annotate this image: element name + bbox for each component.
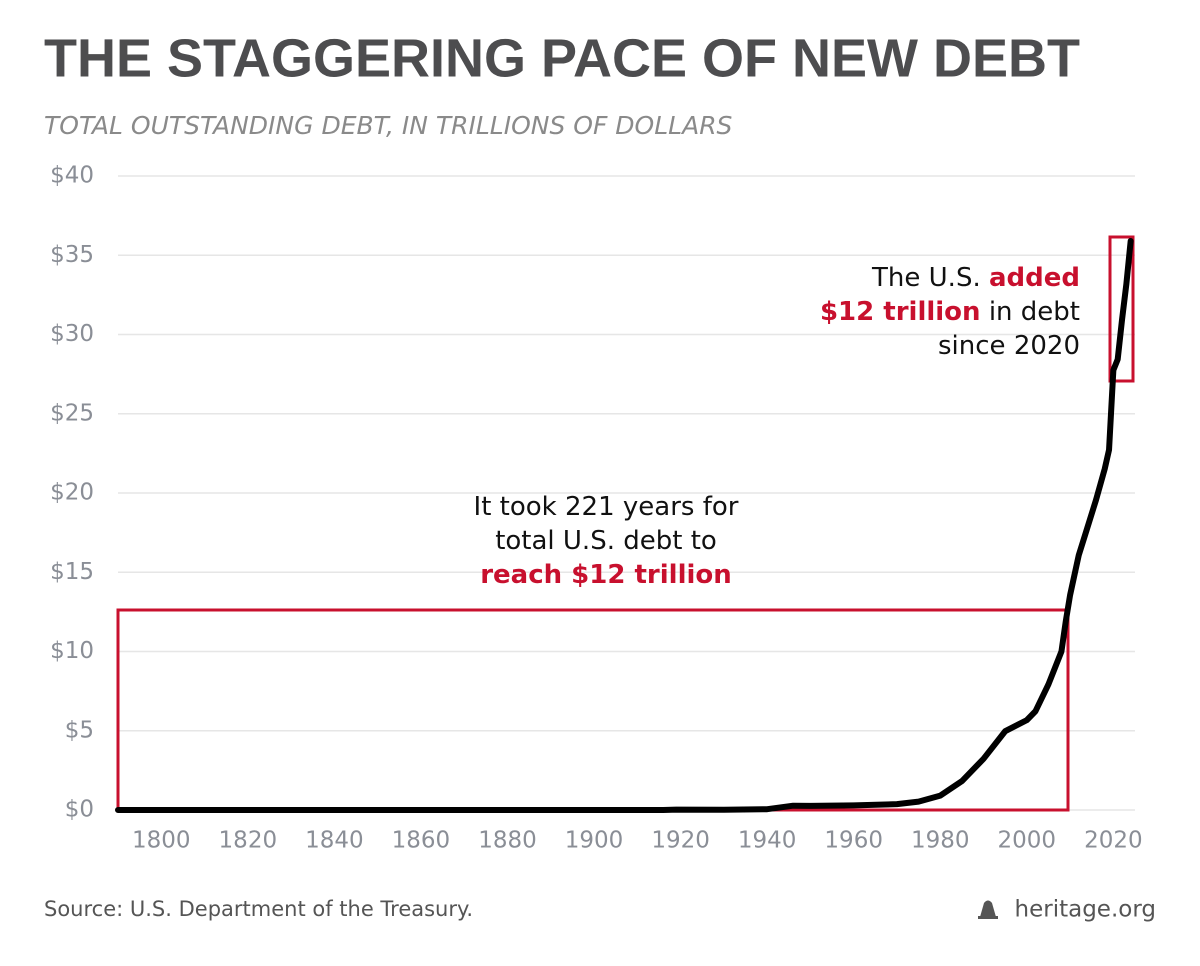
y-tick-label: $15 xyxy=(50,559,94,585)
x-tick-label: 2000 xyxy=(998,828,1057,854)
x-tick-label: 2020 xyxy=(1084,828,1143,854)
y-tick-label: $35 xyxy=(50,242,94,268)
x-tick-label: 1900 xyxy=(565,828,624,854)
annotation: since 2020 xyxy=(938,331,1080,361)
y-tick-label: $20 xyxy=(50,480,94,506)
annotation-text: since 2020 xyxy=(938,331,1080,361)
annotation: reach $12 trillion xyxy=(480,560,732,590)
x-tick-label: 1820 xyxy=(219,828,278,854)
y-tick-label: $25 xyxy=(50,400,94,426)
y-tick-label: $10 xyxy=(50,638,94,664)
chart-subtitle: TOTAL OUTSTANDING DEBT, IN TRILLIONS OF … xyxy=(44,111,733,140)
x-tick-label: 1960 xyxy=(824,828,883,854)
highlight-box xyxy=(1108,235,1135,383)
x-tick-label: 1980 xyxy=(911,828,970,854)
y-tick-label: $30 xyxy=(50,321,94,347)
x-tick-label: 1940 xyxy=(738,828,797,854)
source: Source: U.S. Department of the Treasury. xyxy=(44,897,473,921)
annotation-text: total U.S. debt to xyxy=(495,526,717,556)
annotation-highlight: reach $12 trillion xyxy=(480,560,732,590)
x-tick-label: 1860 xyxy=(392,828,451,854)
annotation-highlight: $12 trillion xyxy=(820,297,981,327)
chart-title: THE STAGGERING PACE OF NEW DEBT xyxy=(44,28,1080,88)
annotation-highlight: added xyxy=(989,263,1080,293)
highlight-box xyxy=(116,608,1070,812)
x-tick-label: 1800 xyxy=(132,828,191,854)
y-tick-label: $0 xyxy=(65,797,94,823)
y-tick-label: $40 xyxy=(50,163,94,189)
annotation: total U.S. debt to xyxy=(495,526,717,556)
annotation-text: It took 221 years for xyxy=(474,492,739,522)
y-tick-label: $5 xyxy=(65,717,94,743)
brand: heritage.org xyxy=(1015,897,1156,923)
x-tick-label: 1880 xyxy=(478,828,537,854)
annotation: $12 trillion in debt xyxy=(820,297,1080,327)
annotation: The U.S. added xyxy=(871,263,1080,293)
brand-icon xyxy=(978,900,998,919)
x-tick-label: 1840 xyxy=(305,828,364,854)
annotation-text: The U.S. xyxy=(871,263,981,293)
annotation: It took 221 years for xyxy=(474,492,739,522)
annotation-text: in debt xyxy=(989,297,1080,327)
x-tick-label: 1920 xyxy=(651,828,710,854)
data-line xyxy=(115,237,1134,813)
